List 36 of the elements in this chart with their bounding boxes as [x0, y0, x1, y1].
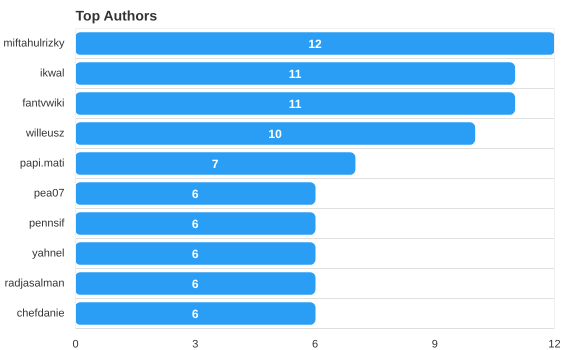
y-tick-label: miftahulrizky: [3, 38, 65, 50]
y-tick-label: fantvwiki: [22, 98, 65, 110]
data-label: 6: [192, 187, 199, 201]
y-tick-label: chefdanie: [16, 308, 65, 320]
x-tick-label: 3: [192, 338, 198, 350]
bar: [76, 212, 316, 235]
x-tick-label: 12: [548, 338, 561, 350]
data-label: 6: [192, 247, 199, 261]
bar: [76, 152, 356, 175]
y-tick-label: radjasalman: [4, 278, 64, 290]
y-tick-label: willeusz: [24, 128, 65, 140]
y-tick-label: pennsif: [29, 218, 66, 230]
x-tick-label: 9: [432, 338, 438, 350]
bar: [76, 32, 554, 55]
y-tick-label: papi.mati: [20, 158, 65, 170]
data-label: 7: [212, 157, 219, 171]
bar: [76, 302, 316, 325]
bar: [76, 92, 516, 115]
bar: [76, 62, 516, 85]
y-tick-label: pea07: [34, 188, 65, 200]
x-tick-label: 6: [312, 338, 318, 350]
data-label: 6: [192, 217, 199, 231]
data-label: 12: [308, 37, 322, 51]
data-label: 10: [268, 127, 282, 141]
bar: [76, 182, 316, 205]
data-label: 6: [192, 307, 199, 321]
chart-title: Top Authors: [76, 8, 158, 24]
y-tick-label: yahnel: [32, 248, 65, 260]
data-label: 11: [288, 97, 302, 111]
y-tick-label: ikwal: [40, 68, 65, 80]
bar: [76, 272, 316, 295]
bar: [76, 122, 476, 145]
data-label: 6: [192, 277, 199, 291]
bar: [76, 242, 316, 265]
data-label: 11: [288, 67, 302, 81]
x-tick-label: 0: [72, 338, 79, 350]
